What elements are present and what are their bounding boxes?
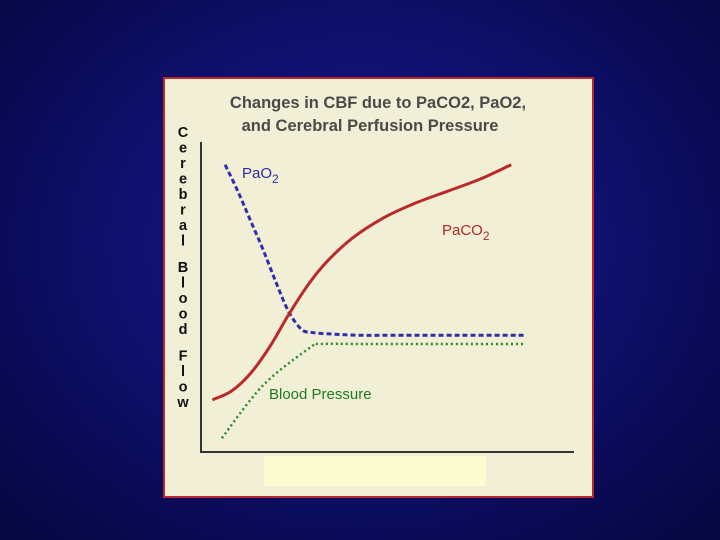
- series-line-pao2: [223, 164, 524, 337]
- y-axis-label-letter: b: [179, 187, 188, 203]
- y-axis-label-letter: w: [176, 395, 189, 411]
- y-axis-label-letter: l: [181, 364, 185, 380]
- y-axis-label-letter: r: [180, 203, 186, 219]
- series-line-blood-pressure: [220, 341, 524, 439]
- y-axis-label-letter: e: [179, 141, 187, 157]
- y-axis-label-letter: e: [179, 172, 187, 188]
- y-axis-label-letter: a: [179, 218, 188, 234]
- chart-title-line-2: and Cerebral Perfusion Pressure: [242, 117, 499, 135]
- y-axis-label-letter: B: [178, 260, 188, 276]
- series-label-paco2: PaCO2: [442, 222, 490, 243]
- y-axis-label-letter: o: [179, 307, 188, 323]
- chart-title-line-1: Changes in CBF due to PaCO2, PaO2,: [230, 94, 526, 112]
- y-axis-label-letter: d: [179, 322, 188, 338]
- series-line-paco2: [211, 163, 512, 402]
- y-axis-label-letter: l: [181, 276, 185, 292]
- y-axis-label-letter: C: [178, 125, 189, 141]
- y-axis-label-letter: F: [179, 349, 188, 365]
- caption-highlight-box: [264, 456, 486, 486]
- y-axis-label-letter: o: [179, 291, 188, 307]
- y-axis-label-letter: l: [181, 234, 185, 250]
- y-axis-label-letter: o: [179, 380, 188, 396]
- chart-panel: [163, 77, 594, 498]
- series-label-blood-pressure: Blood Pressure: [269, 386, 372, 403]
- series-label-pao2: PaO2: [242, 165, 279, 186]
- y-axis-label-letter: r: [180, 156, 186, 172]
